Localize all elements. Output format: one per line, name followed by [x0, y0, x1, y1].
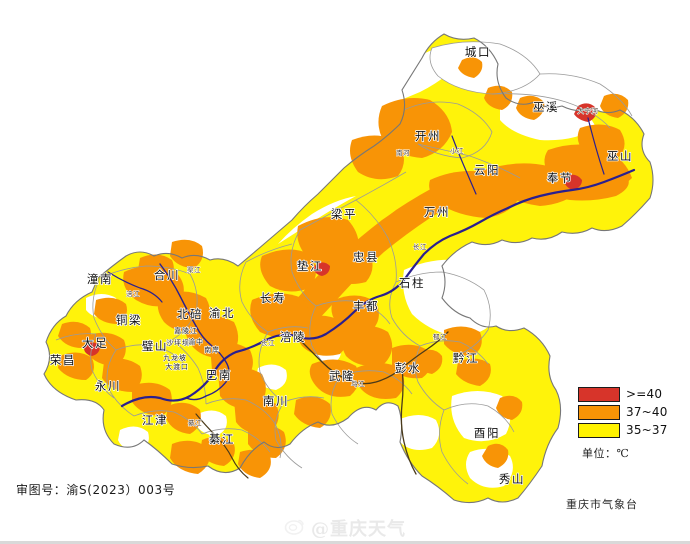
- river-label-6: 涪江: [126, 289, 140, 298]
- legend-item-37-40: 37~40: [578, 404, 668, 420]
- county-label-2: 巫山: [607, 149, 633, 163]
- county-label-27: 武隆: [329, 369, 355, 383]
- county-label-28: 彭水: [395, 361, 421, 375]
- river-label-4: 小江: [450, 146, 464, 155]
- yangtze-river: [120, 168, 636, 408]
- legend-unit-label: 单位：℃: [582, 447, 630, 460]
- district-label-3: 九龙坡: [163, 353, 186, 362]
- district-label-1: 沙坪坝: [166, 338, 189, 347]
- county-label-14: 潼南: [87, 272, 113, 286]
- legend: >=40 37~40 35~37 单位：℃: [578, 386, 668, 461]
- legend-item-above-40: >=40: [578, 386, 668, 402]
- province-boundary: [43, 33, 654, 504]
- county-label-9: 垫江: [297, 259, 323, 273]
- river-label-7: 渠江: [187, 265, 201, 274]
- river-label-0: 长江: [413, 242, 427, 251]
- county-label-21: 荣昌: [50, 353, 76, 367]
- county-label-26: 綦江: [209, 432, 235, 446]
- legend-label-35-37: 35~37: [626, 423, 668, 437]
- wu-river: [295, 331, 449, 475]
- county-label-29: 黔江: [453, 351, 479, 365]
- county-label-5: 开州: [415, 129, 441, 143]
- fu-river: [107, 271, 163, 303]
- band-37-40: [58, 57, 632, 478]
- county-label-19: 大足: [82, 336, 108, 350]
- legend-label-37-40: 37~40: [626, 405, 668, 419]
- river-label-3: 大宁河: [578, 106, 599, 115]
- legend-swatch-37-40: [578, 404, 620, 420]
- district-label-5: 渝中: [188, 337, 204, 346]
- district-label-4: 大渡口: [165, 362, 188, 371]
- county-label-1: 巫溪: [533, 100, 559, 114]
- county-label-12: 丰都: [353, 299, 379, 313]
- issuer-label: 重庆市气象台: [566, 498, 638, 511]
- county-label-7: 梁平: [331, 207, 357, 221]
- county-label-24: 南川: [263, 394, 289, 408]
- district-label-0: 嘉陵江: [174, 326, 197, 335]
- county-label-31: 秀山: [499, 472, 525, 486]
- county-label-22: 巴南: [206, 368, 232, 382]
- county-label-17: 北碚: [177, 307, 203, 321]
- county-label-8: 忠县: [353, 250, 379, 264]
- county-label-16: 铜梁: [116, 313, 142, 327]
- xiao-river: [451, 135, 477, 195]
- county-label-13: 涪陵: [280, 330, 306, 344]
- county-label-15: 合川: [154, 268, 180, 282]
- county-label-11: 长寿: [260, 291, 286, 305]
- district-label-2: 南岸: [204, 345, 220, 354]
- bottom-divider: [0, 541, 690, 544]
- county-label-3: 奉节: [547, 171, 573, 185]
- legend-label-above-40: >=40: [626, 387, 663, 401]
- county-label-0: 城口: [465, 45, 491, 59]
- daning-river: [587, 117, 605, 175]
- county-boundaries: [55, 41, 633, 485]
- legend-swatch-above-40: [578, 386, 620, 402]
- county-label-25: 江津: [142, 413, 168, 427]
- county-label-6: 万州: [424, 205, 450, 219]
- county-label-10: 石柱: [399, 276, 425, 290]
- legend-item-35-37: 35~37: [578, 422, 668, 438]
- county-label-30: 酉阳: [474, 426, 500, 440]
- river-label-2: 乌江: [351, 379, 365, 388]
- county-label-23: 永川: [95, 379, 121, 393]
- river-label-5: 南河: [396, 148, 410, 157]
- river-label-8: 綦江: [188, 418, 202, 427]
- river-label-9: 郁江: [433, 332, 447, 341]
- county-label-18: 渝北: [209, 306, 235, 320]
- qi-river: [195, 413, 249, 479]
- jialing-river: [159, 263, 230, 401]
- approval-number: 审图号：渝S(2023）003号: [16, 483, 176, 497]
- county-label-4: 云阳: [474, 163, 500, 177]
- river-label-1: 长江: [261, 338, 275, 347]
- legend-swatch-35-37: [578, 422, 620, 438]
- county-label-20: 璧山: [142, 339, 168, 353]
